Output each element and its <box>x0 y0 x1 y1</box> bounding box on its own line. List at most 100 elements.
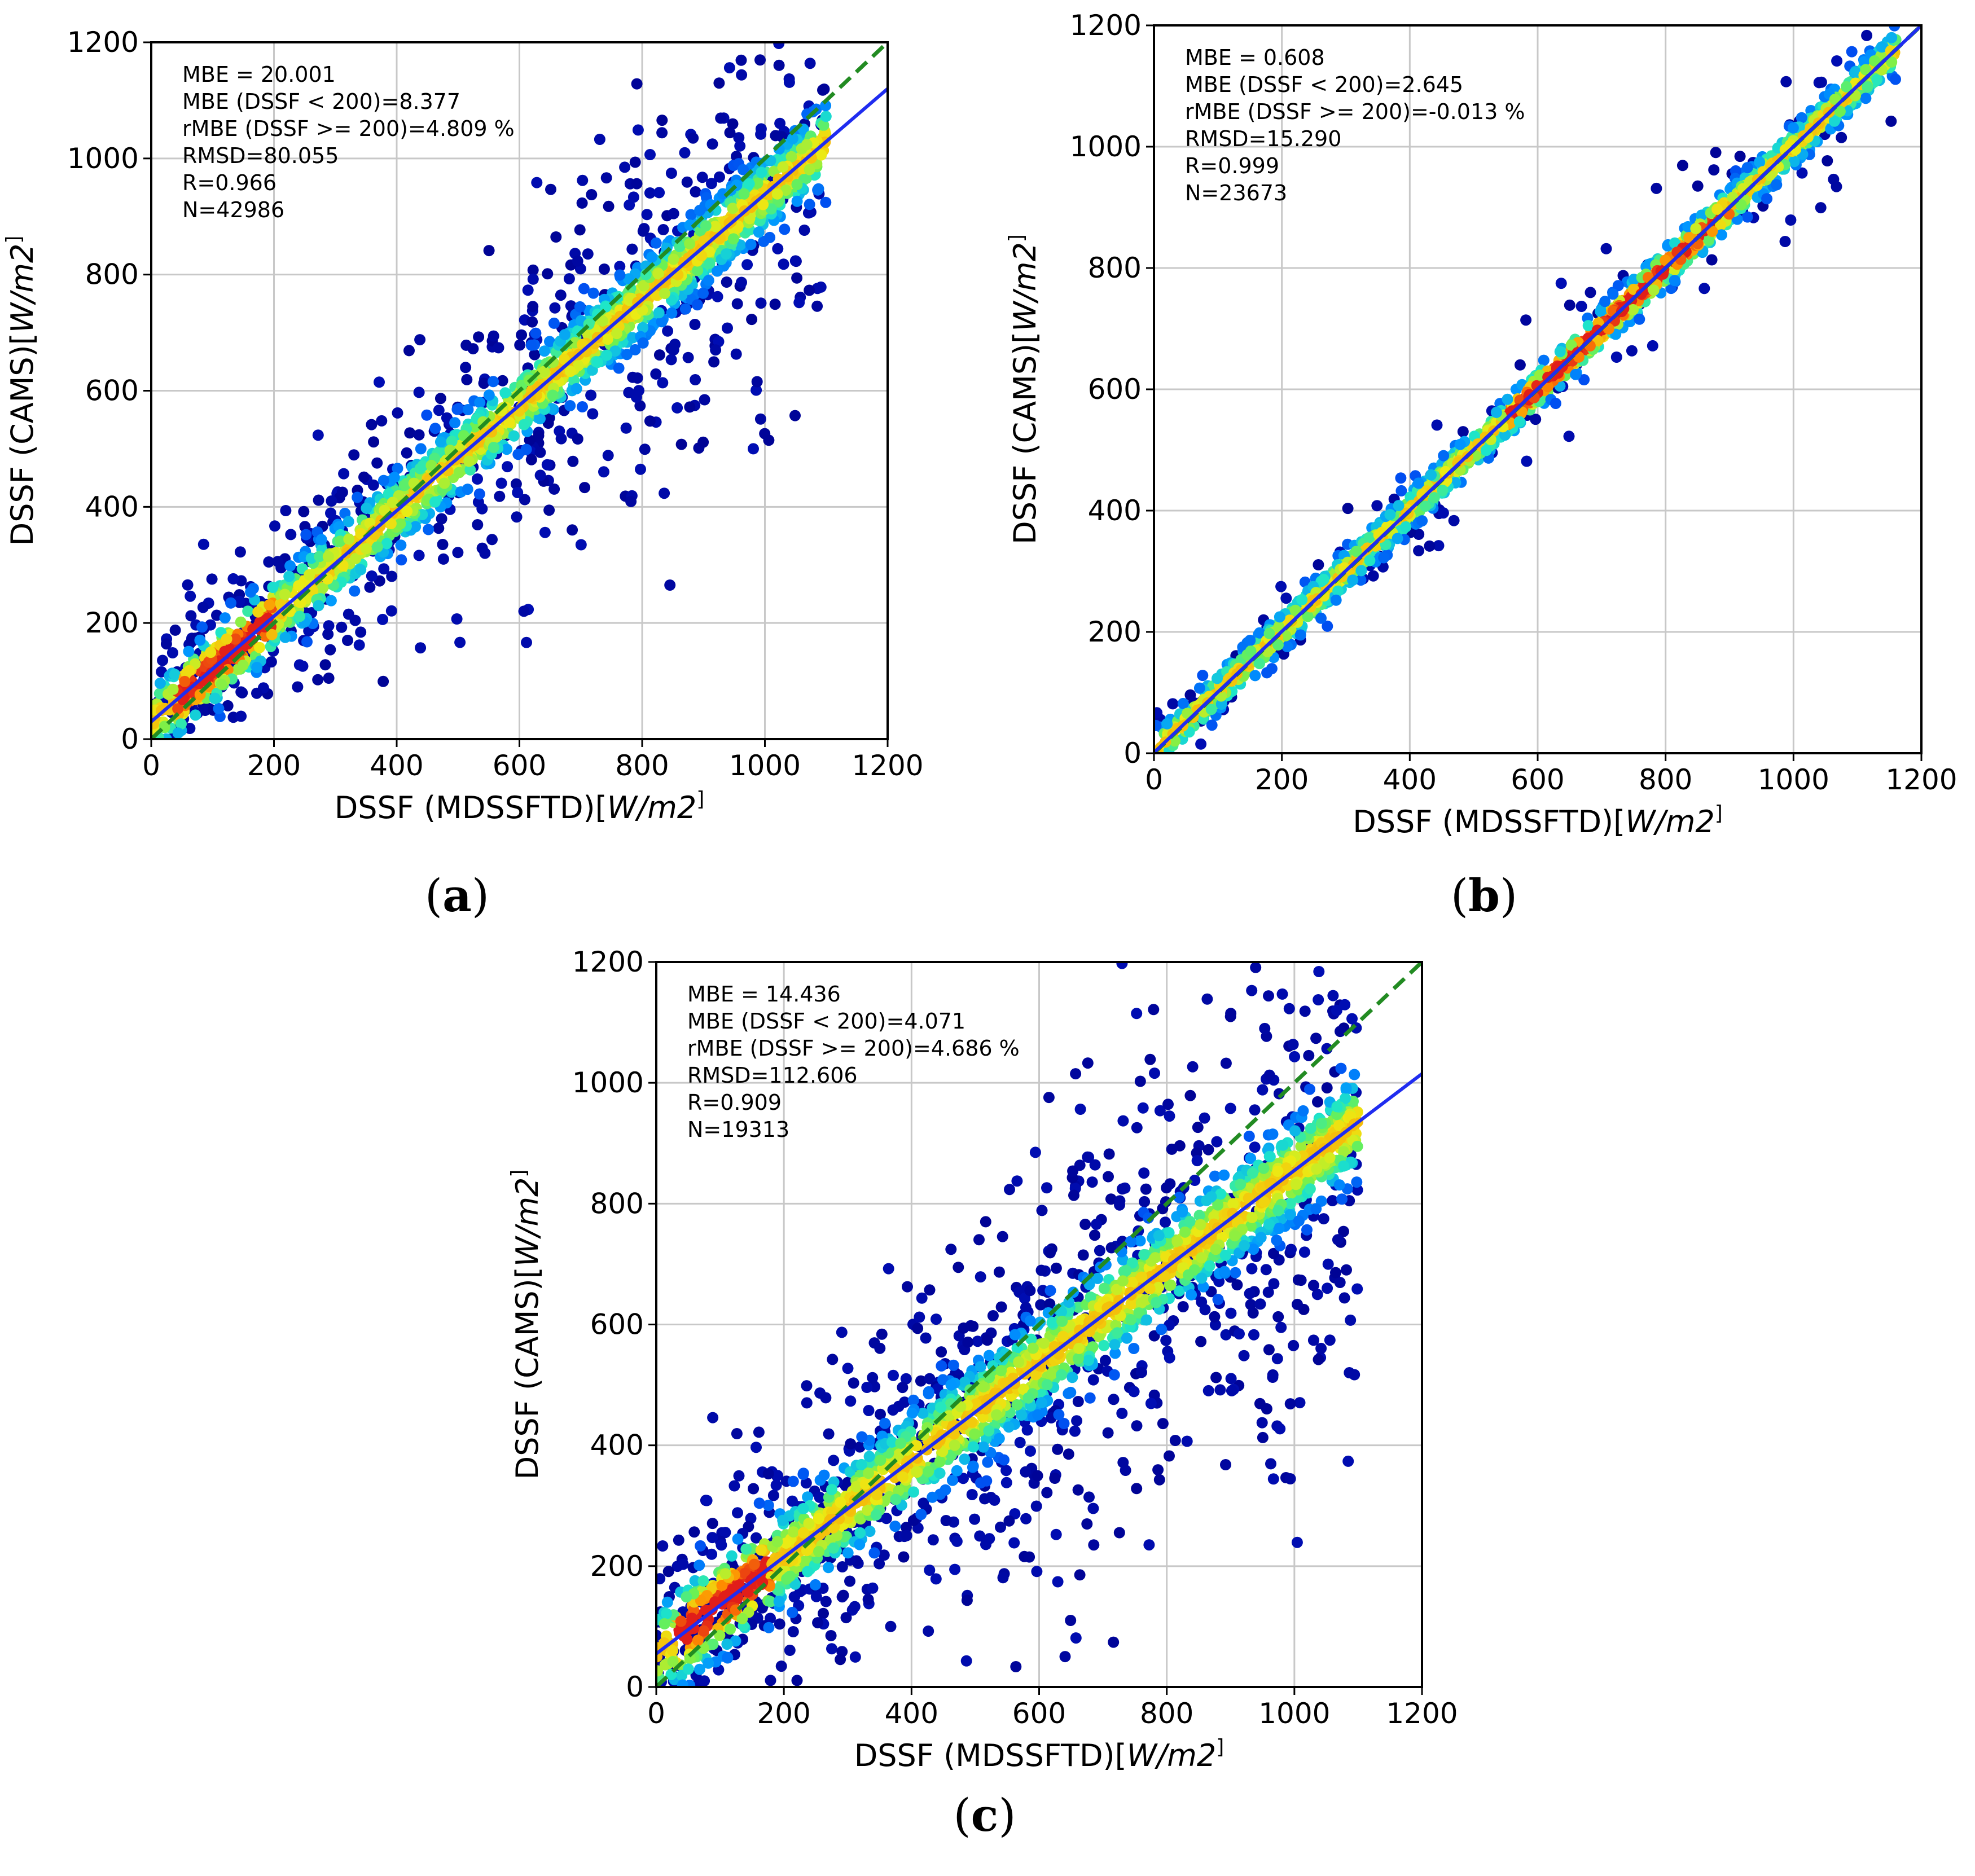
data-point <box>322 551 334 563</box>
data-point <box>715 112 727 124</box>
data-point <box>598 466 609 478</box>
data-point <box>611 328 622 340</box>
data-point <box>488 376 499 388</box>
fit-line <box>151 87 888 723</box>
data-point <box>714 171 725 183</box>
data-point <box>1480 445 1492 456</box>
y-tick-label: 1000 <box>1070 130 1142 163</box>
data-point <box>209 692 221 704</box>
data-point <box>1289 1051 1301 1062</box>
data-point <box>603 200 615 212</box>
data-point <box>1161 718 1173 730</box>
data-point <box>364 581 376 593</box>
data-point <box>801 1397 813 1409</box>
data-point <box>433 522 445 534</box>
data-point <box>924 1565 936 1576</box>
data-point <box>1454 438 1466 450</box>
data-point <box>750 1442 762 1453</box>
data-point <box>684 401 696 413</box>
data-point <box>1272 639 1284 651</box>
data-point <box>653 187 665 199</box>
data-point <box>791 272 803 284</box>
data-point <box>750 1532 762 1544</box>
data-point <box>1610 352 1622 363</box>
data-point <box>657 224 669 235</box>
data-point <box>251 687 262 699</box>
data-point <box>565 300 577 312</box>
data-point <box>1184 1089 1196 1101</box>
data-point <box>960 1655 972 1667</box>
data-point <box>366 419 378 430</box>
data-point <box>1089 1159 1101 1171</box>
data-point <box>779 223 791 235</box>
data-point <box>387 497 398 508</box>
data-point <box>733 132 745 144</box>
data-point <box>1634 313 1645 325</box>
data-point <box>366 570 378 582</box>
data-point <box>280 505 292 516</box>
data-point <box>1117 1457 1129 1469</box>
data-point <box>324 644 336 656</box>
data-point <box>1108 1636 1120 1648</box>
data-point <box>1710 147 1722 159</box>
data-point <box>338 468 350 480</box>
data-point <box>1187 1061 1199 1073</box>
data-point <box>1021 1424 1033 1436</box>
data-point <box>486 426 497 438</box>
data-point <box>325 595 337 607</box>
data-point <box>1741 211 1753 223</box>
data-point <box>1238 1350 1250 1361</box>
data-point <box>1212 673 1223 684</box>
data-point <box>317 582 328 594</box>
data-point <box>167 683 179 695</box>
data-point <box>1088 1539 1100 1551</box>
data-point <box>854 1441 866 1453</box>
data-point <box>313 494 324 506</box>
data-point <box>644 187 656 199</box>
data-point <box>752 177 763 189</box>
data-point <box>1199 1304 1211 1316</box>
data-point <box>1113 1527 1125 1539</box>
data-point <box>751 376 763 388</box>
data-point <box>1885 115 1897 127</box>
stat-line: N=23673 <box>1185 181 1287 205</box>
data-point <box>1162 1099 1174 1110</box>
data-point <box>679 303 691 315</box>
y-tick-label: 600 <box>1088 373 1142 406</box>
data-point <box>756 166 767 178</box>
data-point <box>1035 1264 1047 1276</box>
data-point <box>1393 500 1405 512</box>
data-point <box>413 386 425 398</box>
data-point <box>1052 1576 1064 1588</box>
data-point <box>644 415 656 427</box>
data-point <box>438 477 450 489</box>
data-point <box>1346 1013 1358 1025</box>
data-point <box>1871 74 1883 86</box>
data-point <box>355 564 367 575</box>
data-point <box>1206 719 1218 731</box>
data-point <box>820 100 832 112</box>
data-point <box>1437 485 1449 497</box>
data-point <box>479 547 491 559</box>
data-point <box>1339 999 1351 1011</box>
data-point <box>987 1310 999 1321</box>
data-point <box>1585 287 1596 298</box>
data-point <box>555 289 567 301</box>
data-point <box>1448 515 1460 526</box>
data-point <box>784 1645 796 1656</box>
data-point <box>613 362 625 374</box>
data-point <box>1347 574 1359 586</box>
data-point <box>817 84 828 96</box>
data-point <box>401 447 412 459</box>
data-point <box>322 629 334 640</box>
data-point <box>502 461 514 473</box>
data-point <box>1846 46 1858 58</box>
data-point <box>488 442 499 454</box>
data-point <box>672 402 683 414</box>
data-point <box>1148 1004 1160 1016</box>
data-point <box>1787 122 1799 134</box>
data-point <box>483 389 495 401</box>
data-point <box>1327 1195 1338 1206</box>
data-point <box>417 460 429 472</box>
